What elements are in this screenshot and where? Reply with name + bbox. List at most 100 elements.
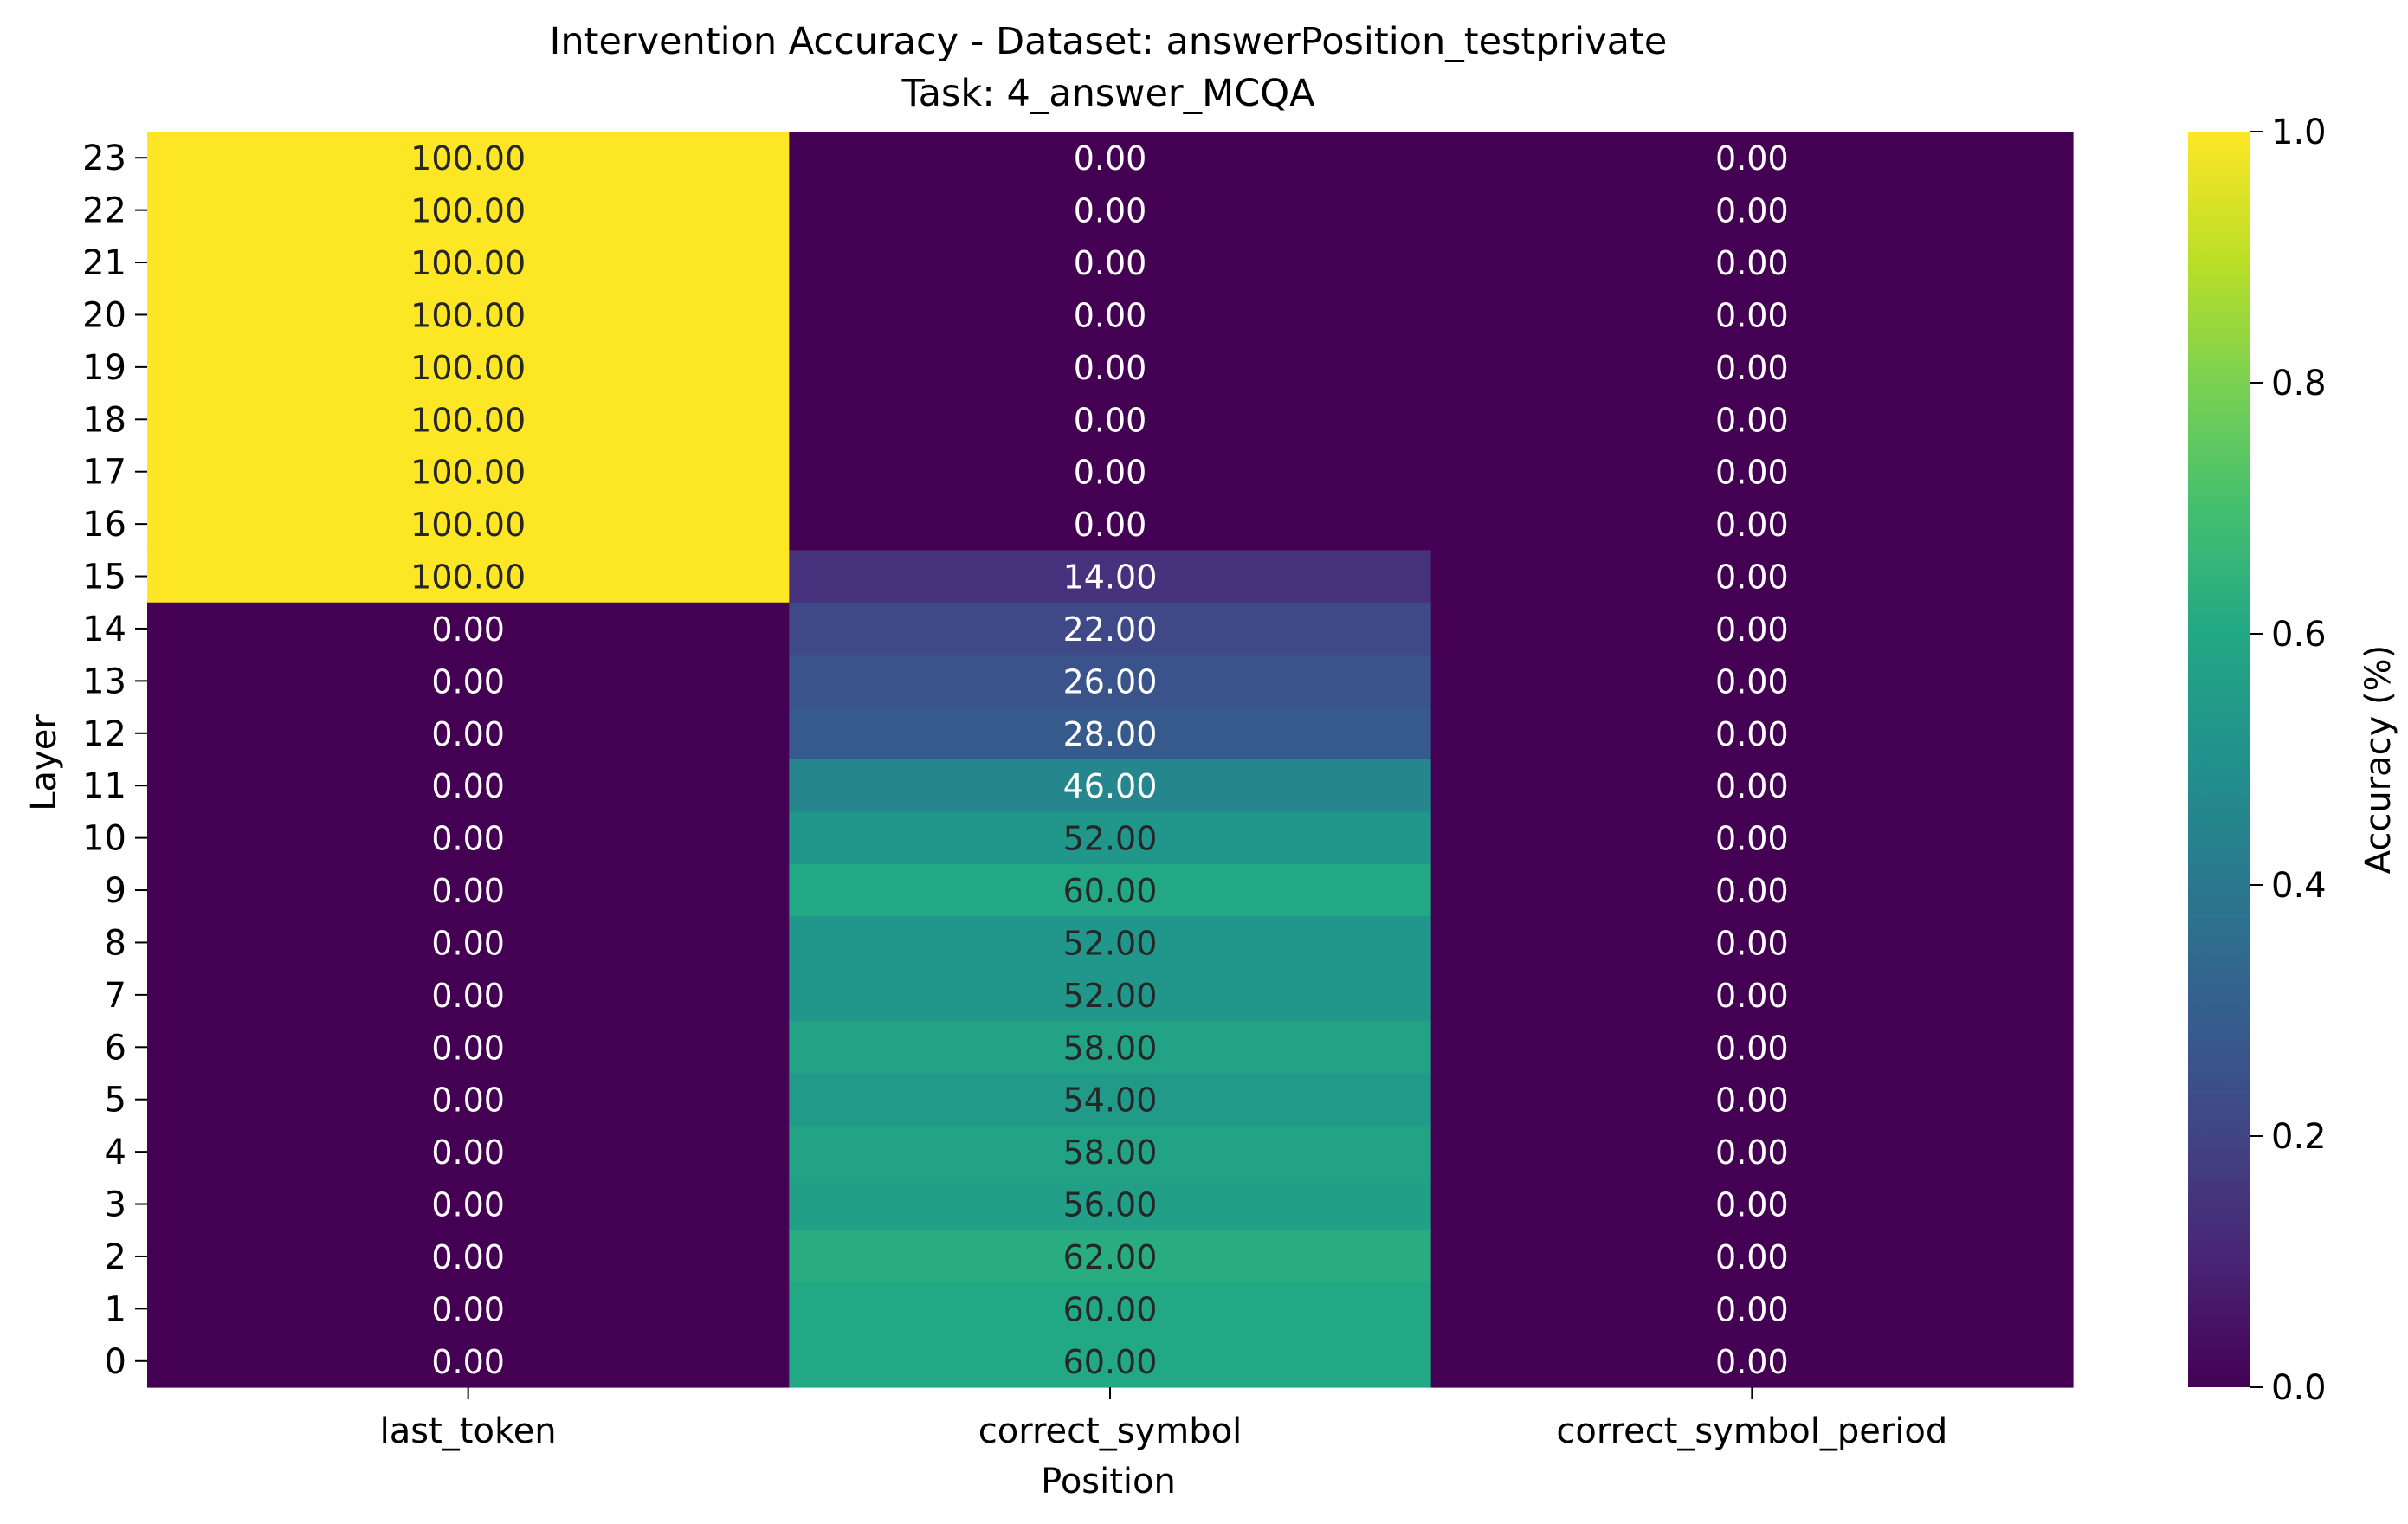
heatmap-cell (789, 811, 1432, 865)
heatmap-cell (789, 550, 1432, 604)
heatmap-cell (789, 445, 1432, 499)
y-tick-label: 15 (82, 558, 126, 597)
y-axis-label: Layer (24, 714, 64, 811)
heatmap-cell (147, 655, 790, 708)
heatmap-cell (147, 340, 790, 394)
heatmap-cell (789, 655, 1432, 708)
cell-value-label: 0.00 (1715, 192, 1789, 230)
cell-value-label: 0.00 (1715, 610, 1789, 649)
x-tick-label: correct_symbol (978, 1411, 1243, 1451)
y-tick-label: 0 (105, 1342, 126, 1382)
heatmap-cell (1430, 340, 2074, 394)
cell-value-label: 0.00 (1715, 454, 1789, 492)
heatmap-cell (789, 288, 1432, 342)
heatmap-cell (789, 184, 1432, 237)
heatmap-cell (789, 1230, 1432, 1283)
cell-value-label: 56.00 (1063, 1186, 1158, 1224)
cell-value-label: 0.00 (1715, 1238, 1789, 1276)
cell-value-label: 0.00 (1715, 1343, 1789, 1381)
y-tick-label: 11 (82, 766, 126, 806)
heatmap-cell (1430, 811, 2074, 865)
cell-value-label: 0.00 (1715, 715, 1789, 753)
cell-value-label: 0.00 (1715, 244, 1789, 282)
cell-value-label: 0.00 (1074, 192, 1147, 230)
heatmap-cell (789, 968, 1432, 1022)
y-tick-label: 8 (105, 923, 126, 963)
cell-value-label: 100.00 (410, 139, 526, 178)
cell-value-label: 0.00 (1715, 872, 1789, 910)
heatmap-cell (1430, 1073, 2074, 1127)
cell-value-label: 0.00 (1715, 662, 1789, 701)
cell-value-label: 0.00 (1715, 767, 1789, 805)
cell-value-label: 0.00 (431, 767, 505, 805)
heatmap-cell (1430, 863, 2074, 917)
cell-value-label: 60.00 (1063, 1290, 1158, 1328)
cell-value-label: 0.00 (431, 610, 505, 649)
colorbar: 0.0 0.2 0.4 0.6 0.8 1.0 (2188, 113, 2327, 1408)
heatmap-cell-labels: 100.00 0.00 0.00 100.00 0.00 0.00 100.00 0.00 0.… (410, 139, 1788, 1381)
colorbar-gradient (2188, 132, 2250, 1387)
colorbar-tick-label: 1.0 (2271, 113, 2327, 152)
heatmap-cell (789, 707, 1432, 760)
cell-value-label: 0.00 (431, 1290, 505, 1328)
y-tick-label: 22 (82, 191, 126, 231)
cell-value-label: 0.00 (1715, 1029, 1789, 1067)
cell-value-label: 0.00 (1715, 820, 1789, 858)
cell-value-label: 0.00 (431, 1238, 505, 1276)
y-tick-label: 5 (105, 1081, 126, 1120)
cell-value-label: 0.00 (1715, 296, 1789, 334)
heatmap-cell (789, 1073, 1432, 1127)
colorbar-label: Accuracy (%) (2359, 645, 2398, 875)
cell-value-label: 100.00 (410, 296, 526, 334)
cell-value-label: 0.00 (431, 1186, 505, 1224)
y-tick-label: 2 (105, 1237, 126, 1277)
cell-value-label: 0.00 (1074, 506, 1147, 544)
colorbar-tick-label: 0.6 (2271, 615, 2327, 655)
cell-value-label: 0.00 (1074, 349, 1147, 387)
y-tick-label: 4 (105, 1133, 126, 1172)
cell-value-label: 0.00 (1715, 401, 1789, 439)
heatmap-cell (1430, 1021, 2074, 1075)
heatmap-cell (1430, 1178, 2074, 1231)
cell-value-label: 52.00 (1063, 820, 1158, 858)
cell-value-label: 54.00 (1063, 1082, 1158, 1120)
heatmap-cell (789, 863, 1432, 917)
cell-value-label: 0.00 (431, 924, 505, 962)
heatmap-cell (1430, 759, 2074, 813)
cell-value-label: 0.00 (1715, 559, 1789, 597)
heatmap-cell (1430, 497, 2074, 551)
heatmap-cell (1430, 707, 2074, 760)
heatmap-cell (1430, 1282, 2074, 1336)
heatmap-cell (1430, 288, 2074, 342)
cell-value-label: 22.00 (1063, 610, 1158, 649)
cell-value-label: 0.00 (431, 662, 505, 701)
cell-value-label: 100.00 (410, 559, 526, 597)
cell-value-label: 0.00 (431, 1133, 505, 1172)
heatmap-cell (147, 445, 790, 499)
heatmap-cell (789, 132, 1432, 185)
heatmap-cell (1430, 445, 2074, 499)
y-tick-label: 7 (105, 976, 126, 1016)
y-tick-label: 3 (105, 1185, 126, 1225)
x-axis-label: Position (1041, 1462, 1176, 1501)
y-tick-label: 19 (82, 348, 126, 388)
y-tick-label: 10 (82, 819, 126, 859)
cell-value-label: 14.00 (1063, 559, 1158, 597)
cell-value-label: 0.00 (431, 872, 505, 910)
cell-value-label: 60.00 (1063, 1343, 1158, 1381)
x-tick-label: correct_symbol_period (1556, 1411, 1947, 1451)
cell-value-label: 0.00 (1715, 977, 1789, 1015)
cell-value-label: 0.00 (431, 1343, 505, 1381)
heatmap-cell (789, 236, 1432, 289)
y-tick-label: 14 (82, 610, 126, 649)
y-tick-label: 23 (82, 139, 126, 178)
cell-value-label: 46.00 (1063, 767, 1158, 805)
cell-value-label: 100.00 (410, 244, 526, 282)
heatmap-cell (1430, 655, 2074, 708)
heatmap-cell (147, 707, 790, 760)
heatmap-cell (147, 1125, 790, 1179)
heatmap-cell (147, 393, 790, 447)
cell-value-label: 0.00 (1715, 139, 1789, 178)
colorbar-tick-label: 0.0 (2271, 1368, 2327, 1408)
chart-subtitle: Task: 4_answer_MCQA (901, 72, 1315, 115)
